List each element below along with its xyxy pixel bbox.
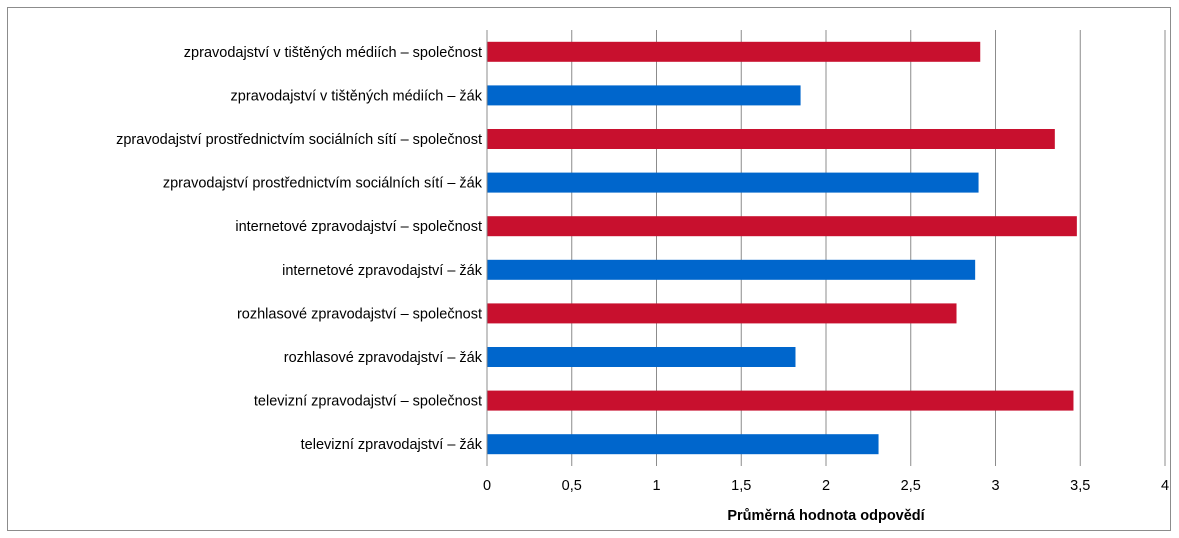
bar bbox=[487, 85, 801, 105]
category-label: zpravodajství prostřednictvím sociálních… bbox=[163, 176, 483, 192]
bar bbox=[487, 391, 1073, 411]
category-label: zpravodajství v tištěných médiích – žák bbox=[231, 88, 483, 104]
category-label: televizní zpravodajství – žák bbox=[301, 437, 483, 453]
bar bbox=[487, 303, 957, 323]
bar bbox=[487, 260, 975, 280]
x-tick-label: 2 bbox=[822, 478, 830, 494]
bar bbox=[487, 216, 1077, 236]
x-tick-label: 1 bbox=[652, 478, 660, 494]
bar bbox=[487, 173, 979, 193]
x-tick-label: 3,5 bbox=[1070, 478, 1090, 494]
bar bbox=[487, 347, 795, 367]
category-label: zpravodajství v tištěných médiích – spol… bbox=[184, 45, 482, 61]
bar bbox=[487, 434, 879, 454]
x-tick-labels: 0 0,5 1 1,5 2 2,5 3 3,5 4 bbox=[483, 478, 1169, 494]
bar bbox=[487, 129, 1055, 149]
x-tick-label: 0,5 bbox=[562, 478, 582, 494]
bar bbox=[487, 42, 980, 62]
x-tick-label: 1,5 bbox=[731, 478, 751, 494]
category-labels: zpravodajství v tištěných médiích – spol… bbox=[116, 45, 483, 453]
x-tick-label: 0 bbox=[483, 478, 491, 494]
bars bbox=[487, 42, 1077, 454]
category-label: internetové zpravodajství – žák bbox=[282, 263, 483, 279]
category-label: televizní zpravodajství – společnost bbox=[254, 394, 482, 410]
category-label: internetové zpravodajství – společnost bbox=[235, 219, 482, 235]
x-axis-title: Průměrná hodnota odpovědí bbox=[727, 508, 925, 524]
x-tick-label: 3 bbox=[991, 478, 999, 494]
category-label: rozhlasové zpravodajství – žák bbox=[284, 350, 483, 366]
category-label: zpravodajství prostřednictvím sociálních… bbox=[116, 132, 482, 148]
category-label: rozhlasové zpravodajství – společnost bbox=[237, 306, 482, 322]
x-tick-label: 4 bbox=[1161, 478, 1169, 494]
x-tick-label: 2,5 bbox=[901, 478, 921, 494]
